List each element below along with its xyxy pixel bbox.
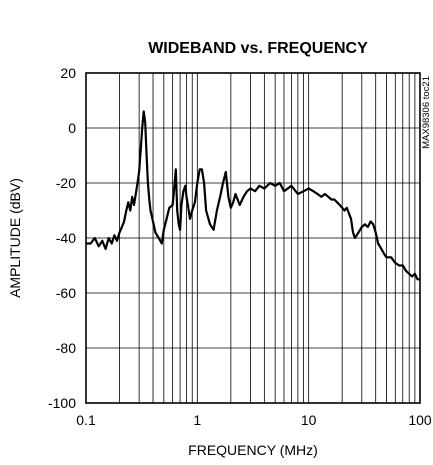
tick-labels: 0.1 1 10 100 20 0 -20 -40 -60 -80 -100 xyxy=(48,65,432,428)
y-axis-label: AMPLITUDE (dBV) xyxy=(7,178,23,298)
y-tick-label: -80 xyxy=(56,340,76,356)
y-tick-label: -40 xyxy=(56,230,76,246)
y-tick-label: -100 xyxy=(48,395,76,411)
y-tick-label: 0 xyxy=(68,120,76,136)
chart-title: WIDEBAND vs. FREQUENCY xyxy=(148,40,368,57)
annotation: MAX98306 toc21 xyxy=(421,76,432,149)
x-tick-label: 1 xyxy=(193,412,201,428)
y-tick-label: 20 xyxy=(60,65,76,81)
y-tick-label: -60 xyxy=(56,285,76,301)
x-tick-label: 0.1 xyxy=(76,412,96,428)
x-axis-label: FREQUENCY (MHz) xyxy=(188,442,318,458)
series-line xyxy=(86,110,420,281)
x-tick-label: 10 xyxy=(301,412,317,428)
x-tick-label: 100 xyxy=(408,412,432,428)
plot-frame xyxy=(85,72,421,404)
grid xyxy=(86,73,420,403)
y-tick-label: -20 xyxy=(56,175,76,191)
